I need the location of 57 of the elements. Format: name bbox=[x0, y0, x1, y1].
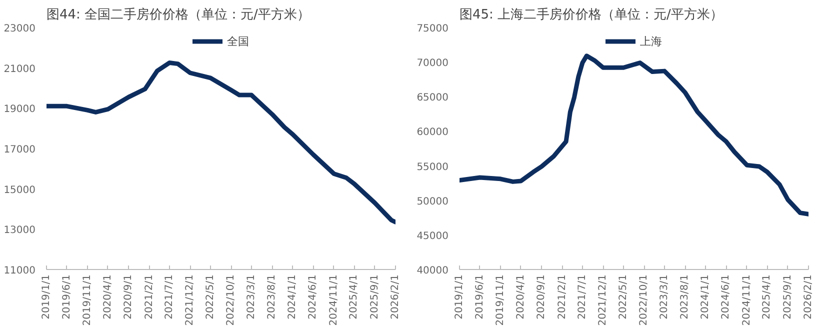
x-tick-label: 2023/8/1 bbox=[266, 274, 278, 320]
chart-title: 图45: 上海二手房价价格（单位：元/平方米） bbox=[460, 6, 723, 22]
y-tick-label: 13000 bbox=[4, 225, 36, 236]
y-tick-label: 55000 bbox=[416, 162, 448, 173]
y-tick-label: 45000 bbox=[416, 230, 448, 242]
x-tick-label: 2024/1/1 bbox=[287, 274, 298, 320]
y-tick-label: 40000 bbox=[416, 266, 448, 276]
x-tick-label: 2026/2/1 bbox=[390, 274, 401, 320]
x-tick-label: 2019/11/1 bbox=[82, 274, 93, 326]
x-tick-label: 2021/2/1 bbox=[144, 274, 155, 320]
x-tick-label: 2022/5/1 bbox=[618, 274, 629, 320]
x-tick-label: 2019/1/1 bbox=[454, 274, 465, 320]
x-tick-label: 2024/1/1 bbox=[700, 274, 712, 320]
legend-label: 上海 bbox=[640, 34, 662, 48]
x-tick-label: 2025/9/1 bbox=[782, 274, 794, 320]
x-tick-label: 2021/7/1 bbox=[576, 274, 588, 320]
y-tick-label: 70000 bbox=[416, 58, 448, 70]
x-tick-label: 2022/5/1 bbox=[204, 274, 216, 320]
x-tick-label: 2024/11/1 bbox=[328, 274, 340, 326]
y-tick-label: 11000 bbox=[4, 266, 36, 276]
chart-title: 图44: 全国二手房价价格（单位：元/平方米） bbox=[46, 6, 310, 22]
y-tick-label: 50000 bbox=[416, 196, 448, 208]
x-tick-label: 2020/9/1 bbox=[536, 274, 548, 320]
x-tick-label: 2021/7/1 bbox=[164, 274, 175, 320]
y-tick-label: 21000 bbox=[4, 64, 36, 75]
y-tick-label: 17000 bbox=[4, 144, 36, 156]
x-tick-label: 2024/6/1 bbox=[720, 274, 732, 320]
y-tick-label: 65000 bbox=[416, 92, 448, 104]
x-tick-label: 2026/2/1 bbox=[803, 274, 814, 320]
y-tick-label: 19000 bbox=[4, 104, 36, 116]
x-tick-label: 2019/11/1 bbox=[494, 274, 506, 326]
x-tick-label: 2021/2/1 bbox=[556, 274, 568, 320]
x-tick-label: 2024/6/1 bbox=[308, 274, 319, 320]
x-tick-label: 2024/11/1 bbox=[741, 274, 752, 326]
y-tick-label: 15000 bbox=[4, 184, 36, 196]
x-tick-label: 2025/4/1 bbox=[762, 274, 773, 320]
x-tick-label: 2020/4/1 bbox=[515, 274, 526, 320]
x-tick-label: 2025/9/1 bbox=[369, 274, 380, 320]
x-tick-label: 2020/9/1 bbox=[123, 274, 134, 320]
x-tick-label: 2021/12/1 bbox=[598, 274, 609, 326]
x-tick-label: 2022/10/1 bbox=[638, 274, 650, 326]
line-series bbox=[460, 54, 808, 216]
x-tick-label: 2020/4/1 bbox=[102, 274, 114, 320]
x-tick-label: 2023/3/1 bbox=[246, 274, 257, 320]
x-tick-label: 2021/12/1 bbox=[184, 274, 196, 326]
x-tick-label: 2019/1/1 bbox=[41, 274, 52, 320]
x-tick-label: 2023/3/1 bbox=[658, 274, 670, 320]
x-tick-label: 2019/6/1 bbox=[474, 274, 486, 320]
x-tick-label: 2022/10/1 bbox=[226, 274, 237, 326]
y-tick-label: 60000 bbox=[416, 127, 448, 138]
x-tick-label: 2019/6/1 bbox=[61, 274, 72, 320]
x-tick-label: 2025/4/1 bbox=[348, 274, 360, 320]
x-tick-label: 2023/8/1 bbox=[680, 274, 691, 320]
y-tick-label: 23000 bbox=[4, 24, 36, 34]
line-series bbox=[46, 60, 396, 224]
legend-label: 全国 bbox=[227, 34, 249, 48]
y-tick-label: 75000 bbox=[416, 24, 448, 34]
